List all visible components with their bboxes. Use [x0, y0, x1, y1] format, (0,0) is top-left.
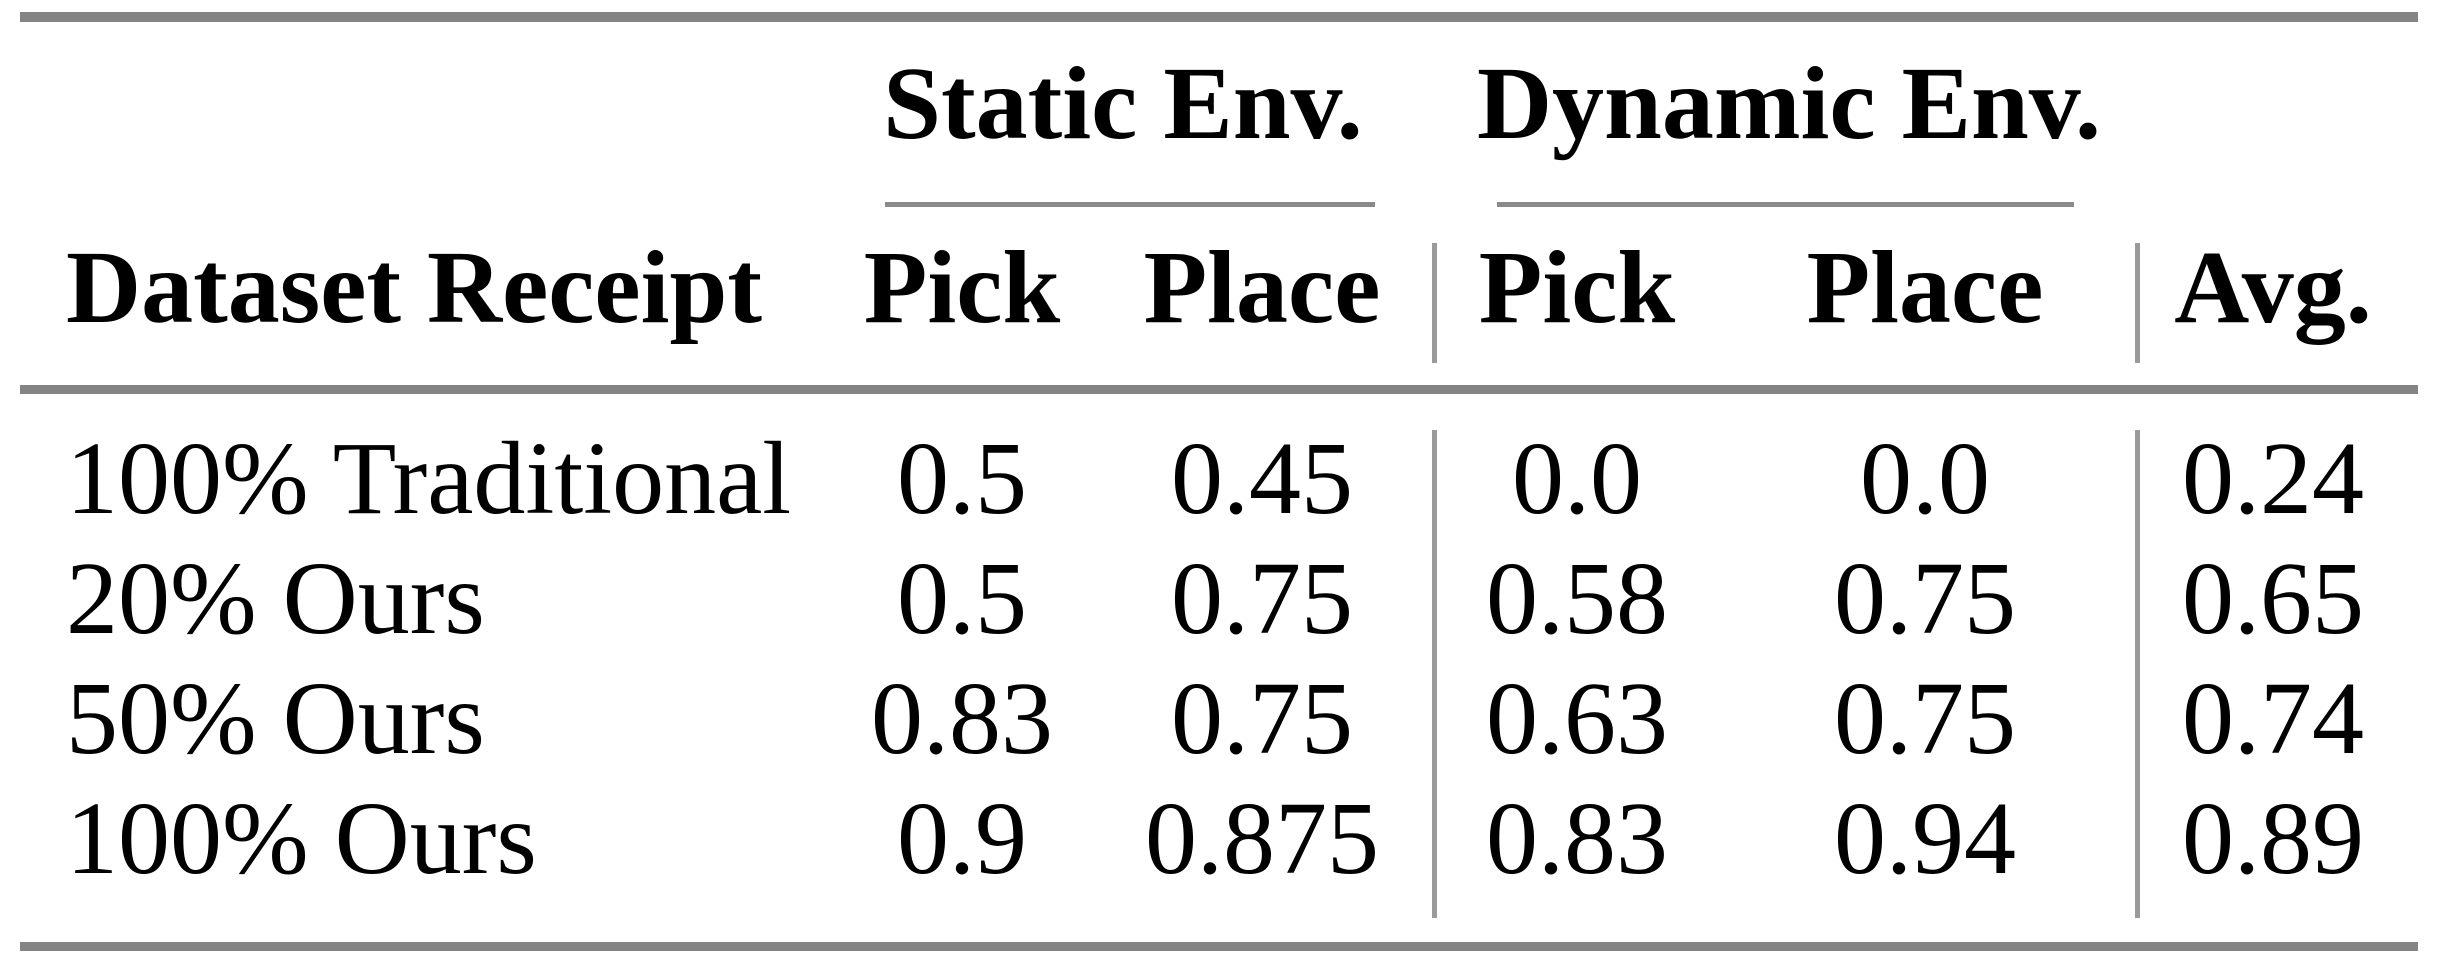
group-header-dynamic-env: Dynamic Env. — [1476, 46, 2102, 161]
separator-static-dynamic-header — [1432, 243, 1437, 363]
cell-static-pick: 0.5 — [897, 421, 1027, 536]
row-label: 100% Traditional — [66, 421, 792, 536]
cell-dynamic-place: 0.94 — [1834, 781, 2016, 896]
cell-dynamic-pick: 0.83 — [1486, 781, 1668, 896]
cell-static-place: 0.75 — [1171, 661, 1353, 776]
static-env-cmidrule — [885, 202, 1375, 207]
bottom-rule — [20, 942, 2418, 951]
cell-avg: 0.74 — [2182, 661, 2364, 776]
header-rule — [20, 385, 2418, 394]
column-header-dynamic-place: Place — [1806, 230, 2044, 345]
separator-dynamic-avg-header — [2135, 243, 2140, 363]
column-header-static-place: Place — [1143, 230, 1381, 345]
cell-dynamic-place: 0.75 — [1834, 661, 2016, 776]
row-label: 50% Ours — [66, 661, 485, 776]
group-header-static-env: Static Env. — [883, 46, 1363, 161]
column-header-avg: Avg. — [2174, 230, 2372, 345]
cell-static-pick: 0.5 — [897, 541, 1027, 656]
cell-dynamic-pick: 0.58 — [1486, 541, 1668, 656]
separator-dynamic-avg-body — [2135, 430, 2140, 918]
cell-static-place: 0.45 — [1171, 421, 1353, 536]
dynamic-env-cmidrule — [1497, 202, 2074, 207]
cell-static-pick: 0.83 — [871, 661, 1053, 776]
top-rule — [20, 12, 2418, 22]
cell-static-pick: 0.9 — [897, 781, 1027, 896]
column-header-static-pick: Pick — [863, 230, 1061, 345]
cell-dynamic-pick: 0.0 — [1512, 421, 1642, 536]
cell-avg: 0.65 — [2182, 541, 2364, 656]
separator-static-dynamic-body — [1432, 430, 1437, 918]
row-label: 20% Ours — [66, 541, 485, 656]
cell-dynamic-place: 0.0 — [1860, 421, 1990, 536]
cell-static-place: 0.875 — [1145, 781, 1379, 896]
cell-dynamic-pick: 0.63 — [1486, 661, 1668, 776]
cell-avg: 0.24 — [2182, 421, 2364, 536]
cell-avg: 0.89 — [2182, 781, 2364, 896]
column-header-dynamic-pick: Pick — [1478, 230, 1676, 345]
cell-dynamic-place: 0.75 — [1834, 541, 2016, 656]
column-header-dataset-receipt: Dataset Receipt — [66, 230, 762, 345]
cell-static-place: 0.75 — [1171, 541, 1353, 656]
row-label: 100% Ours — [66, 781, 537, 896]
